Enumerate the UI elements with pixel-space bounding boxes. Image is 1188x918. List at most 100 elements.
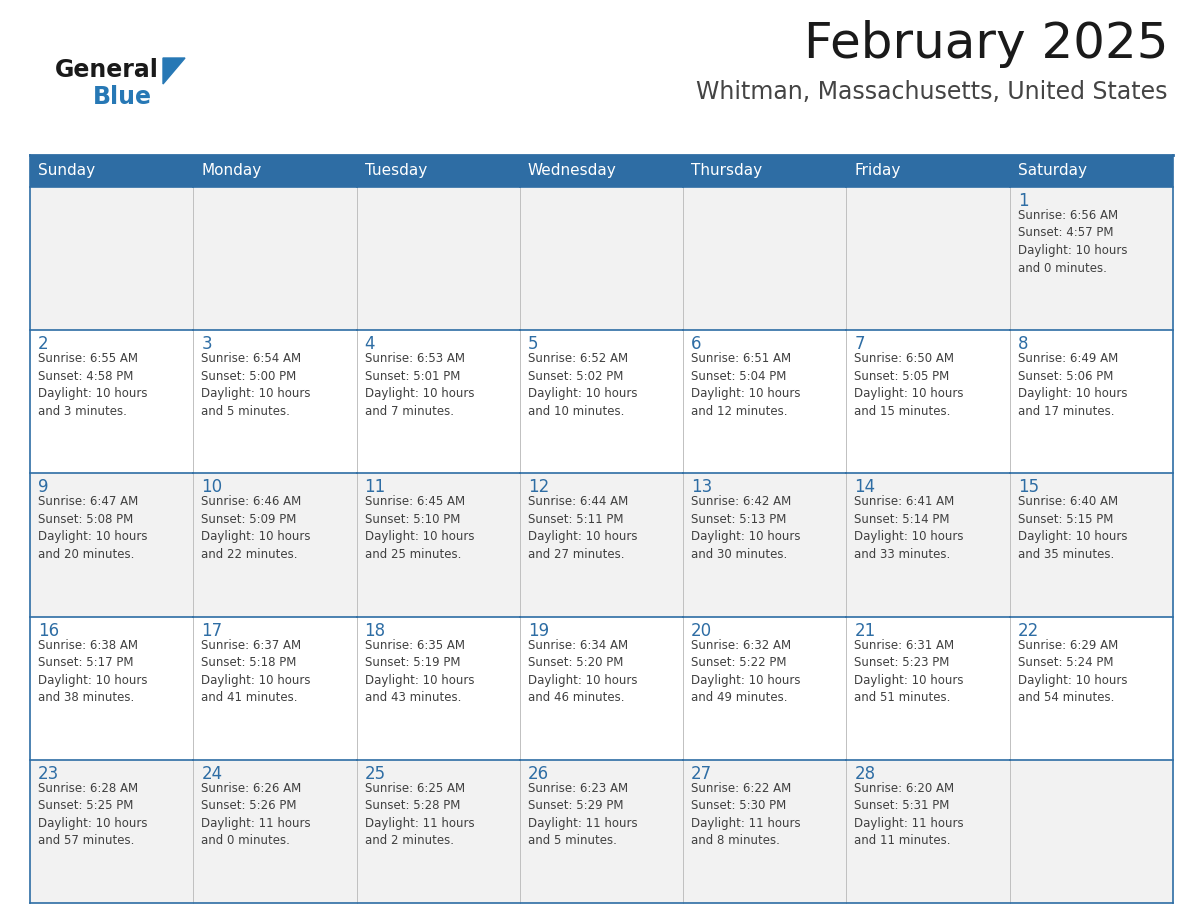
Bar [194, 330, 356, 474]
Text: 2: 2 [38, 335, 49, 353]
Text: Friday: Friday [854, 163, 901, 178]
Bar [194, 617, 356, 760]
Text: February 2025: February 2025 [803, 20, 1168, 68]
Text: 8: 8 [1018, 335, 1029, 353]
Text: Sunrise: 6:25 AM
Sunset: 5:28 PM
Daylight: 11 hours
and 2 minutes.: Sunrise: 6:25 AM Sunset: 5:28 PM Dayligh… [365, 782, 474, 847]
Bar [30, 617, 194, 760]
Text: Sunrise: 6:23 AM
Sunset: 5:29 PM
Daylight: 11 hours
and 5 minutes.: Sunrise: 6:23 AM Sunset: 5:29 PM Dayligh… [527, 782, 638, 847]
Text: Saturday: Saturday [1018, 163, 1087, 178]
Text: 17: 17 [201, 621, 222, 640]
Text: Sunrise: 6:46 AM
Sunset: 5:09 PM
Daylight: 10 hours
and 22 minutes.: Sunrise: 6:46 AM Sunset: 5:09 PM Dayligh… [201, 496, 311, 561]
Text: 27: 27 [691, 765, 713, 783]
Text: Sunrise: 6:42 AM
Sunset: 5:13 PM
Daylight: 10 hours
and 30 minutes.: Sunrise: 6:42 AM Sunset: 5:13 PM Dayligh… [691, 496, 801, 561]
Text: Blue: Blue [93, 85, 152, 109]
Text: Sunrise: 6:51 AM
Sunset: 5:04 PM
Daylight: 10 hours
and 12 minutes.: Sunrise: 6:51 AM Sunset: 5:04 PM Dayligh… [691, 353, 801, 418]
Text: Sunrise: 6:34 AM
Sunset: 5:20 PM
Daylight: 10 hours
and 46 minutes.: Sunrise: 6:34 AM Sunset: 5:20 PM Dayligh… [527, 639, 637, 704]
Bar [846, 617, 1010, 760]
Text: Sunrise: 6:35 AM
Sunset: 5:19 PM
Daylight: 10 hours
and 43 minutes.: Sunrise: 6:35 AM Sunset: 5:19 PM Dayligh… [365, 639, 474, 704]
Text: 20: 20 [691, 621, 713, 640]
Bar [846, 474, 1010, 617]
Bar [356, 330, 520, 474]
Text: Sunrise: 6:40 AM
Sunset: 5:15 PM
Daylight: 10 hours
and 35 minutes.: Sunrise: 6:40 AM Sunset: 5:15 PM Dayligh… [1018, 496, 1127, 561]
Bar [520, 474, 683, 617]
Bar [846, 330, 1010, 474]
Text: 22: 22 [1018, 621, 1040, 640]
Bar [1010, 760, 1173, 903]
Text: Sunrise: 6:54 AM
Sunset: 5:00 PM
Daylight: 10 hours
and 5 minutes.: Sunrise: 6:54 AM Sunset: 5:00 PM Dayligh… [201, 353, 311, 418]
Bar [520, 617, 683, 760]
Bar [356, 474, 520, 617]
Text: 19: 19 [527, 621, 549, 640]
Bar [356, 617, 520, 760]
Text: Sunrise: 6:49 AM
Sunset: 5:06 PM
Daylight: 10 hours
and 17 minutes.: Sunrise: 6:49 AM Sunset: 5:06 PM Dayligh… [1018, 353, 1127, 418]
Bar [683, 187, 846, 330]
Bar [1010, 330, 1173, 474]
Bar [683, 760, 846, 903]
Bar [356, 187, 520, 330]
Text: 11: 11 [365, 478, 386, 497]
Text: 28: 28 [854, 765, 876, 783]
Text: 3: 3 [201, 335, 211, 353]
Text: Whitman, Massachusetts, United States: Whitman, Massachusetts, United States [696, 80, 1168, 104]
Text: 15: 15 [1018, 478, 1038, 497]
Bar [194, 474, 356, 617]
Polygon shape [163, 58, 185, 84]
Text: Monday: Monday [201, 163, 261, 178]
Text: Tuesday: Tuesday [365, 163, 426, 178]
Bar [520, 187, 683, 330]
Bar [520, 330, 683, 474]
Text: 18: 18 [365, 621, 386, 640]
Bar [30, 474, 194, 617]
Bar [520, 760, 683, 903]
Bar [30, 187, 194, 330]
Text: Sunrise: 6:29 AM
Sunset: 5:24 PM
Daylight: 10 hours
and 54 minutes.: Sunrise: 6:29 AM Sunset: 5:24 PM Dayligh… [1018, 639, 1127, 704]
Text: 25: 25 [365, 765, 386, 783]
Text: Sunrise: 6:38 AM
Sunset: 5:17 PM
Daylight: 10 hours
and 38 minutes.: Sunrise: 6:38 AM Sunset: 5:17 PM Dayligh… [38, 639, 147, 704]
Text: 5: 5 [527, 335, 538, 353]
Text: Sunrise: 6:44 AM
Sunset: 5:11 PM
Daylight: 10 hours
and 27 minutes.: Sunrise: 6:44 AM Sunset: 5:11 PM Dayligh… [527, 496, 637, 561]
Text: Sunrise: 6:45 AM
Sunset: 5:10 PM
Daylight: 10 hours
and 25 minutes.: Sunrise: 6:45 AM Sunset: 5:10 PM Dayligh… [365, 496, 474, 561]
Text: 13: 13 [691, 478, 713, 497]
Text: 23: 23 [38, 765, 59, 783]
Bar [30, 330, 194, 474]
Text: Sunrise: 6:47 AM
Sunset: 5:08 PM
Daylight: 10 hours
and 20 minutes.: Sunrise: 6:47 AM Sunset: 5:08 PM Dayligh… [38, 496, 147, 561]
Text: Sunrise: 6:20 AM
Sunset: 5:31 PM
Daylight: 11 hours
and 11 minutes.: Sunrise: 6:20 AM Sunset: 5:31 PM Dayligh… [854, 782, 963, 847]
Text: Sunrise: 6:55 AM
Sunset: 4:58 PM
Daylight: 10 hours
and 3 minutes.: Sunrise: 6:55 AM Sunset: 4:58 PM Dayligh… [38, 353, 147, 418]
Bar [846, 760, 1010, 903]
Text: 14: 14 [854, 478, 876, 497]
Bar [194, 760, 356, 903]
Text: Sunrise: 6:28 AM
Sunset: 5:25 PM
Daylight: 10 hours
and 57 minutes.: Sunrise: 6:28 AM Sunset: 5:25 PM Dayligh… [38, 782, 147, 847]
Text: Sunday: Sunday [38, 163, 95, 178]
Bar [683, 330, 846, 474]
Text: Wednesday: Wednesday [527, 163, 617, 178]
Text: 4: 4 [365, 335, 375, 353]
Text: Sunrise: 6:50 AM
Sunset: 5:05 PM
Daylight: 10 hours
and 15 minutes.: Sunrise: 6:50 AM Sunset: 5:05 PM Dayligh… [854, 353, 963, 418]
Text: Sunrise: 6:37 AM
Sunset: 5:18 PM
Daylight: 10 hours
and 41 minutes.: Sunrise: 6:37 AM Sunset: 5:18 PM Dayligh… [201, 639, 311, 704]
Text: Sunrise: 6:31 AM
Sunset: 5:23 PM
Daylight: 10 hours
and 51 minutes.: Sunrise: 6:31 AM Sunset: 5:23 PM Dayligh… [854, 639, 963, 704]
Text: Sunrise: 6:32 AM
Sunset: 5:22 PM
Daylight: 10 hours
and 49 minutes.: Sunrise: 6:32 AM Sunset: 5:22 PM Dayligh… [691, 639, 801, 704]
Bar [194, 187, 356, 330]
Text: 10: 10 [201, 478, 222, 497]
Text: Sunrise: 6:52 AM
Sunset: 5:02 PM
Daylight: 10 hours
and 10 minutes.: Sunrise: 6:52 AM Sunset: 5:02 PM Dayligh… [527, 353, 637, 418]
Text: Thursday: Thursday [691, 163, 763, 178]
Text: 12: 12 [527, 478, 549, 497]
Text: Sunrise: 6:26 AM
Sunset: 5:26 PM
Daylight: 11 hours
and 0 minutes.: Sunrise: 6:26 AM Sunset: 5:26 PM Dayligh… [201, 782, 311, 847]
Text: Sunrise: 6:56 AM
Sunset: 4:57 PM
Daylight: 10 hours
and 0 minutes.: Sunrise: 6:56 AM Sunset: 4:57 PM Dayligh… [1018, 209, 1127, 274]
Bar [683, 617, 846, 760]
Text: 16: 16 [38, 621, 59, 640]
Text: General: General [55, 58, 159, 82]
Text: Sunrise: 6:41 AM
Sunset: 5:14 PM
Daylight: 10 hours
and 33 minutes.: Sunrise: 6:41 AM Sunset: 5:14 PM Dayligh… [854, 496, 963, 561]
Text: Sunrise: 6:22 AM
Sunset: 5:30 PM
Daylight: 11 hours
and 8 minutes.: Sunrise: 6:22 AM Sunset: 5:30 PM Dayligh… [691, 782, 801, 847]
Text: 1: 1 [1018, 192, 1029, 210]
Bar [30, 155, 1173, 187]
Bar [1010, 617, 1173, 760]
Text: 7: 7 [854, 335, 865, 353]
Bar [30, 760, 194, 903]
Text: 24: 24 [201, 765, 222, 783]
Text: Sunrise: 6:53 AM
Sunset: 5:01 PM
Daylight: 10 hours
and 7 minutes.: Sunrise: 6:53 AM Sunset: 5:01 PM Dayligh… [365, 353, 474, 418]
Bar [1010, 187, 1173, 330]
Text: 26: 26 [527, 765, 549, 783]
Text: 9: 9 [38, 478, 49, 497]
Text: 21: 21 [854, 621, 876, 640]
Bar [1010, 474, 1173, 617]
